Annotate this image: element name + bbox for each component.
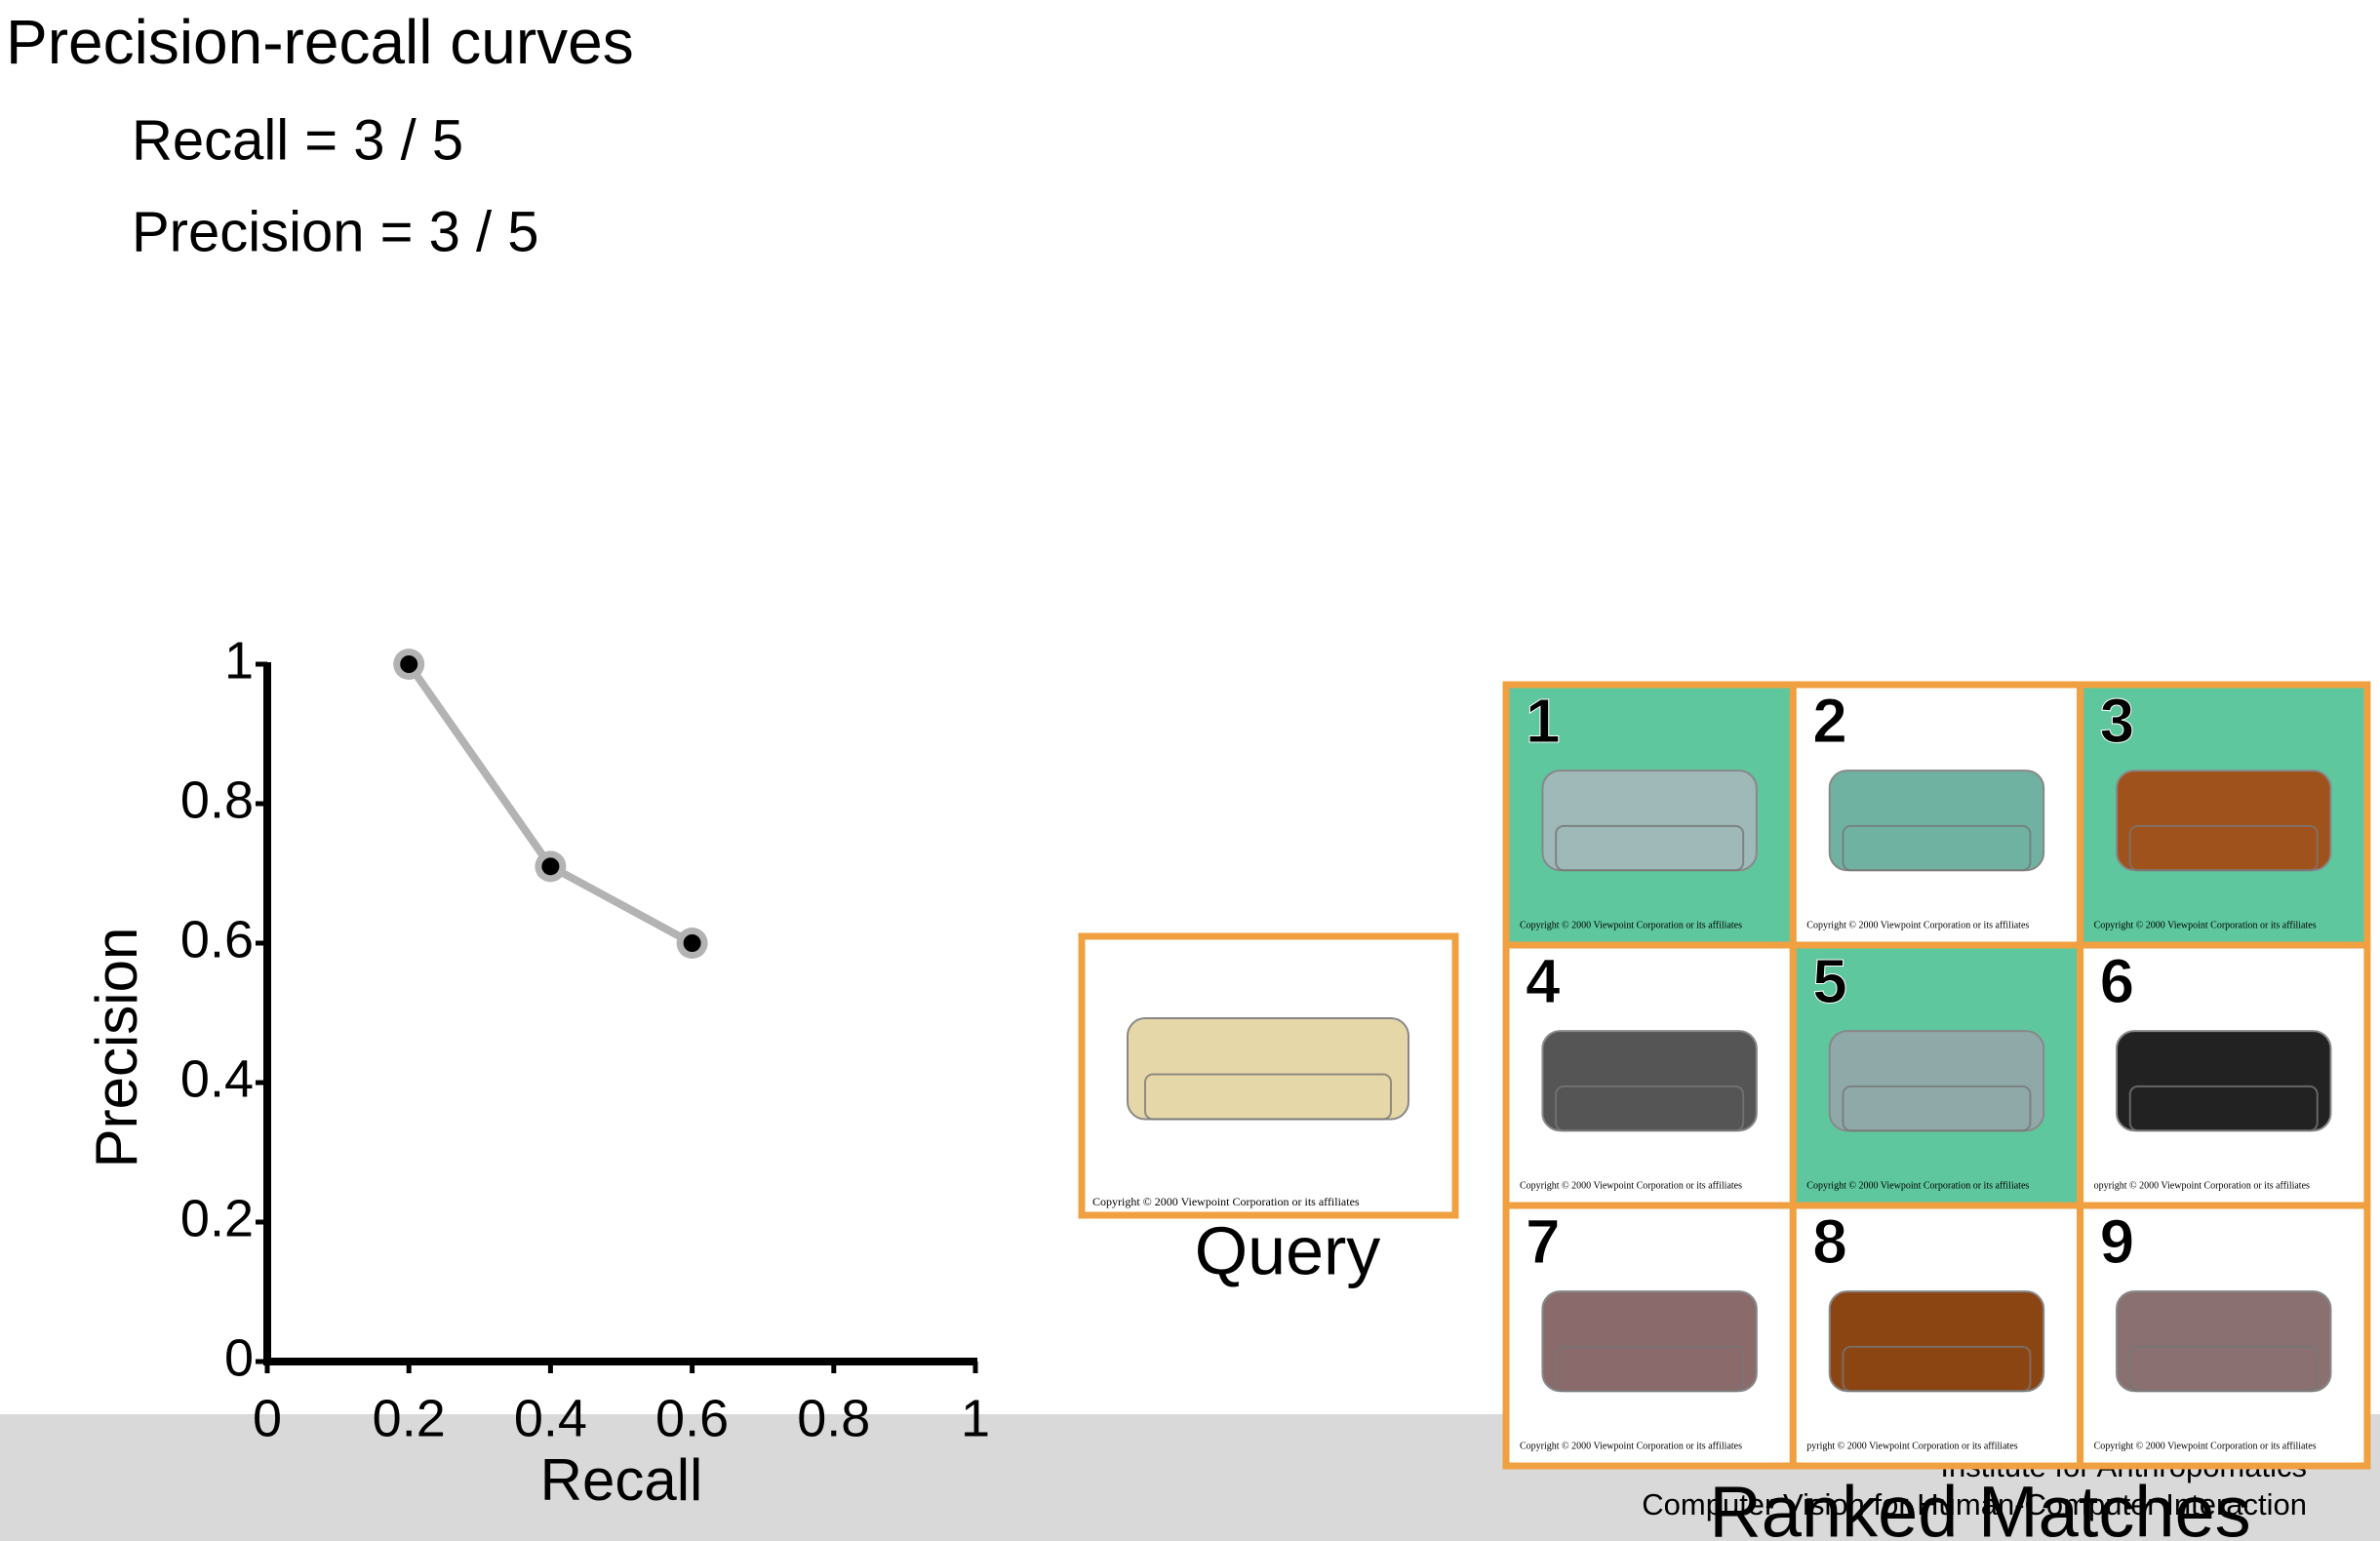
caption: opyright © 2000 Viewpoint Corporation or… xyxy=(2094,1180,2310,1191)
rank: 6 xyxy=(2100,946,2135,1016)
furniture xyxy=(2128,1345,2319,1393)
furniture xyxy=(2128,824,2319,872)
rank: 2 xyxy=(1812,686,1847,756)
rank: 4 xyxy=(1526,946,1561,1016)
point xyxy=(683,934,701,952)
query-label: Query xyxy=(1195,1212,1381,1288)
rank: 7 xyxy=(1526,1206,1561,1277)
footer-line: Computer Vision for Human-Computer Inter… xyxy=(1642,1487,2307,1521)
y-axis-label: Precision xyxy=(84,928,149,1168)
y-tick-label: 0.2 xyxy=(180,1189,254,1247)
rank: 5 xyxy=(1812,946,1847,1016)
slide-text: Precision = 3 / 5 xyxy=(132,200,539,263)
furniture xyxy=(1555,824,1745,872)
caption: Copyright © 2000 Viewpoint Corporation o… xyxy=(2094,920,2317,930)
caption: Copyright © 2000 Viewpoint Corporation o… xyxy=(2094,1441,2317,1451)
caption: Copyright © 2000 Viewpoint Corporation o… xyxy=(1520,1180,1742,1191)
caption: Copyright © 2000 Viewpoint Corporation o… xyxy=(1092,1195,1360,1208)
x-tick-label: 1 xyxy=(961,1389,990,1447)
furniture xyxy=(2128,1085,2319,1132)
caption: pyright © 2000 Viewpoint Corporation or … xyxy=(1806,1441,2017,1451)
gallery: Copyright © 2000 Viewpoint Corporation o… xyxy=(1078,681,2371,1470)
furniture xyxy=(1144,1073,1392,1121)
furniture xyxy=(1842,1085,2032,1132)
slide-text: Recall = 3 / 5 xyxy=(132,108,463,172)
x-tick-label: 0.2 xyxy=(373,1389,446,1447)
furniture xyxy=(1842,824,2032,872)
y-tick-label: 0.4 xyxy=(180,1049,254,1108)
matches-label: Ranked Matches xyxy=(1709,1472,2250,1541)
x-axis-label: Recall xyxy=(540,1447,703,1513)
y-tick-label: 0.8 xyxy=(180,770,254,829)
curve xyxy=(405,661,694,947)
rank: 8 xyxy=(1812,1206,1847,1277)
rank: 1 xyxy=(1526,686,1561,756)
furniture xyxy=(1555,1345,1745,1393)
x-tick-label: 0.8 xyxy=(797,1389,870,1447)
plot: 0 0.2 0.4 0.6 0.8 1 0 0.2 0.4 0.6 0.8 1 Recall Precis… xyxy=(84,631,990,1513)
y-tick-label: 0.6 xyxy=(180,910,254,968)
slide-title: Precision-recall curves xyxy=(6,7,634,77)
furniture xyxy=(1842,1345,2032,1393)
furniture xyxy=(1555,1085,1745,1132)
caption: Copyright © 2000 Viewpoint Corporation o… xyxy=(1520,920,1742,930)
x-tick-label: 0.6 xyxy=(655,1389,729,1447)
x-tick-label: 0.4 xyxy=(514,1389,587,1447)
point xyxy=(400,655,418,673)
rank: 9 xyxy=(2100,1206,2135,1277)
y-tick-label: 1 xyxy=(224,631,254,690)
y-tick-label: 0 xyxy=(224,1328,254,1387)
caption: Copyright © 2000 Viewpoint Corporation o… xyxy=(1806,920,2029,930)
rank: 3 xyxy=(2100,686,2135,756)
x-tick-label: 0 xyxy=(253,1389,282,1447)
caption: Copyright © 2000 Viewpoint Corporation o… xyxy=(1806,1180,2029,1191)
caption: Copyright © 2000 Viewpoint Corporation o… xyxy=(1520,1441,1742,1451)
point xyxy=(541,857,560,876)
